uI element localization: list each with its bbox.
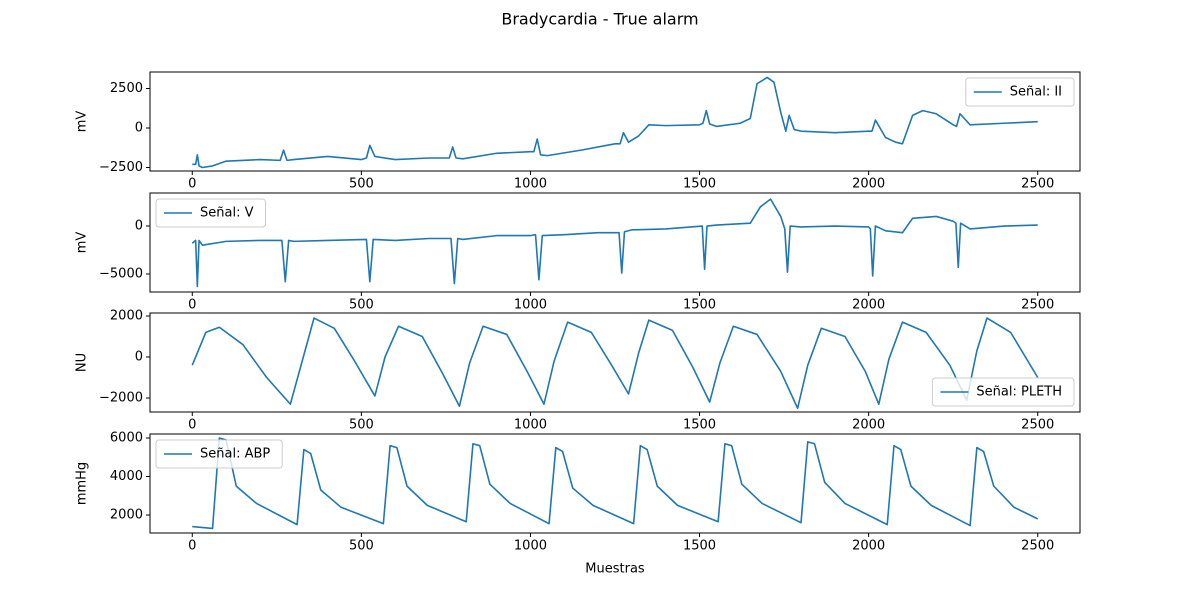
y-tick-label: 4000	[110, 469, 143, 484]
y-tick-label: 2000	[110, 308, 143, 323]
y-tick-label: 2500	[110, 81, 143, 96]
y-tick-label: −2000	[99, 390, 143, 405]
plot-area	[192, 437, 1039, 530]
x-tick-label: 2000	[852, 418, 885, 433]
y-axis-label: NU	[75, 353, 90, 372]
x-tick-label: 500	[349, 177, 374, 192]
legend-label: Señal: V	[200, 206, 254, 221]
signal-line	[192, 437, 1039, 530]
x-tick-label: 2500	[1021, 177, 1054, 192]
legend-label: Señal: II	[1010, 85, 1062, 100]
x-tick-label: 1000	[514, 539, 547, 554]
axes-frame	[149, 312, 1081, 413]
x-tick-label: 2500	[1021, 539, 1054, 554]
y-tick-label: 2000	[110, 508, 143, 523]
x-tick-label: 0	[188, 177, 196, 192]
legend: Señal: PLETH	[931, 377, 1075, 407]
x-tick-label: 1500	[683, 418, 716, 433]
y-tick-label: −5000	[99, 267, 143, 282]
legend-label: Señal: PLETH	[976, 385, 1062, 400]
y-tick-label: 0	[135, 219, 143, 234]
x-tick-label: 1000	[514, 177, 547, 192]
signal-line	[192, 76, 1038, 169]
x-tick-label: 1500	[683, 177, 716, 192]
plot-area	[191, 198, 1038, 288]
y-tick-label: 0	[135, 349, 143, 364]
x-tick-label: 500	[349, 298, 374, 313]
x-tick-label: 2500	[1021, 418, 1054, 433]
x-tick-label: 2000	[852, 539, 885, 554]
legend-box	[155, 198, 266, 228]
plot-area	[192, 76, 1038, 169]
legend-label: Señal: ABP	[200, 447, 270, 462]
x-tick-label: 500	[349, 539, 374, 554]
signal-line	[191, 198, 1038, 288]
legend: Señal: V	[155, 198, 266, 228]
x-tick-label: 0	[188, 539, 196, 554]
y-axis-label: mV	[75, 232, 90, 254]
legend: Señal: II	[965, 77, 1075, 107]
axes-frame	[149, 71, 1081, 172]
x-tick-label: 0	[188, 418, 196, 433]
y-tick-label: 6000	[110, 431, 143, 446]
axes-frame	[149, 433, 1081, 534]
legend: Señal: ABP	[155, 439, 283, 469]
x-tick-label: 0	[188, 298, 196, 313]
x-tick-label: 1500	[683, 298, 716, 313]
y-axis-label: mmHg	[75, 462, 90, 505]
x-tick-label: 2500	[1021, 298, 1054, 313]
x-axis-label: Muestras	[585, 562, 645, 577]
plot-area	[191, 317, 1039, 410]
x-tick-label: 1000	[514, 418, 547, 433]
x-tick-label: 500	[349, 418, 374, 433]
x-tick-label: 1000	[514, 298, 547, 313]
axes-frame	[149, 192, 1081, 293]
legend-box	[155, 439, 283, 469]
x-tick-label: 1500	[683, 539, 716, 554]
signal-line	[191, 317, 1039, 410]
y-tick-label: −2500	[99, 160, 143, 175]
figure-title: Bradycardia - True alarm	[501, 10, 698, 29]
y-axis-label: mV	[75, 111, 90, 133]
x-tick-label: 2000	[852, 177, 885, 192]
legend-box	[965, 77, 1075, 107]
y-tick-label: 0	[135, 120, 143, 135]
x-tick-label: 2000	[852, 298, 885, 313]
legend-box	[931, 377, 1075, 407]
